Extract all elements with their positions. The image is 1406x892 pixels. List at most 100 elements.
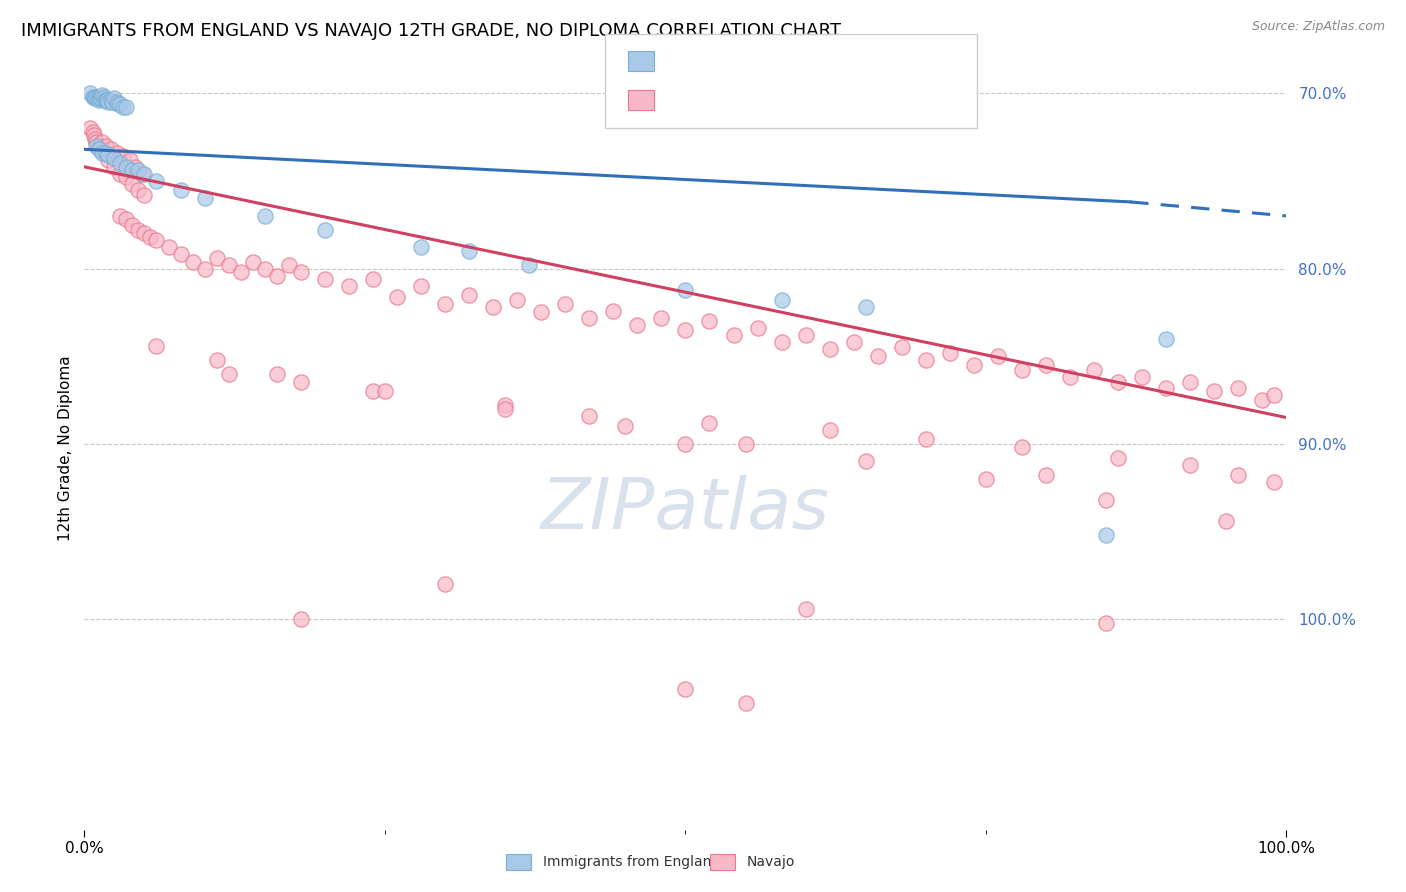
Point bbox=[1263, 388, 1285, 402]
Point bbox=[169, 247, 191, 261]
Point bbox=[939, 345, 962, 359]
Point bbox=[121, 218, 143, 232]
Point bbox=[578, 310, 600, 325]
Point bbox=[111, 149, 134, 163]
Point bbox=[434, 296, 457, 310]
Point bbox=[290, 612, 312, 626]
Point bbox=[115, 170, 138, 185]
Point bbox=[110, 209, 132, 223]
Point bbox=[127, 183, 149, 197]
Point bbox=[131, 167, 153, 181]
Point bbox=[1204, 384, 1226, 399]
Point bbox=[139, 230, 162, 244]
Point bbox=[86, 91, 108, 105]
Point bbox=[506, 293, 529, 307]
Point bbox=[86, 91, 108, 105]
Point bbox=[91, 136, 114, 150]
Point bbox=[458, 288, 481, 302]
Point bbox=[614, 419, 637, 434]
Point bbox=[770, 293, 793, 307]
Point bbox=[1130, 370, 1153, 384]
Point bbox=[1095, 528, 1118, 542]
Point bbox=[866, 349, 889, 363]
Text: -0.109: -0.109 bbox=[700, 53, 754, 70]
Point bbox=[110, 167, 132, 181]
Point bbox=[361, 272, 384, 286]
Point bbox=[94, 93, 117, 107]
Point bbox=[675, 283, 697, 297]
Point bbox=[110, 156, 132, 170]
Point bbox=[578, 409, 600, 423]
Point bbox=[93, 89, 115, 103]
Point bbox=[770, 335, 793, 350]
Point bbox=[97, 153, 120, 167]
Point bbox=[517, 258, 540, 272]
Point bbox=[734, 437, 756, 451]
Point bbox=[205, 251, 228, 265]
Point bbox=[145, 234, 167, 248]
Point bbox=[100, 142, 122, 156]
Point bbox=[890, 340, 912, 354]
Text: ZIPatlas: ZIPatlas bbox=[541, 475, 830, 544]
Point bbox=[699, 416, 721, 430]
Text: 116: 116 bbox=[803, 91, 835, 109]
Point bbox=[194, 191, 217, 205]
Point bbox=[89, 91, 111, 105]
Point bbox=[107, 96, 129, 111]
Point bbox=[242, 254, 264, 268]
Point bbox=[1227, 381, 1250, 395]
Point bbox=[115, 100, 138, 114]
Point bbox=[494, 398, 516, 412]
Point bbox=[121, 178, 143, 192]
Point bbox=[145, 339, 167, 353]
Point bbox=[253, 209, 276, 223]
Point bbox=[121, 163, 143, 178]
Point bbox=[101, 95, 124, 109]
Point bbox=[96, 93, 118, 107]
Point bbox=[86, 136, 108, 150]
Text: 47: 47 bbox=[803, 53, 830, 70]
Point bbox=[115, 212, 138, 227]
Point bbox=[127, 223, 149, 237]
Point bbox=[1180, 376, 1202, 390]
Point bbox=[118, 153, 141, 167]
Point bbox=[266, 268, 288, 283]
Point bbox=[103, 151, 125, 165]
Point bbox=[1011, 441, 1033, 455]
Point bbox=[87, 93, 110, 107]
Point bbox=[409, 279, 432, 293]
Point bbox=[1107, 376, 1129, 390]
Point bbox=[434, 577, 457, 591]
Point bbox=[482, 300, 505, 314]
Point bbox=[675, 437, 697, 451]
Point bbox=[105, 95, 128, 109]
Point bbox=[134, 227, 156, 241]
Point bbox=[181, 254, 204, 268]
Point bbox=[554, 296, 576, 310]
Point bbox=[1083, 363, 1105, 377]
Point bbox=[1251, 392, 1274, 407]
Point bbox=[915, 432, 938, 446]
Point bbox=[111, 100, 134, 114]
Point bbox=[458, 244, 481, 258]
Point bbox=[229, 265, 252, 279]
Text: Source: ZipAtlas.com: Source: ZipAtlas.com bbox=[1251, 20, 1385, 33]
Point bbox=[1215, 514, 1237, 528]
Point bbox=[1156, 381, 1178, 395]
Point bbox=[194, 261, 217, 276]
Point bbox=[409, 240, 432, 254]
Point bbox=[1107, 450, 1129, 465]
Point bbox=[855, 454, 877, 468]
Y-axis label: 12th Grade, No Diploma: 12th Grade, No Diploma bbox=[58, 355, 73, 541]
Point bbox=[86, 138, 108, 153]
Point bbox=[82, 89, 104, 103]
Point bbox=[290, 376, 312, 390]
Point bbox=[103, 160, 125, 174]
Point bbox=[110, 96, 132, 111]
Point bbox=[1095, 492, 1118, 507]
Point bbox=[84, 91, 107, 105]
Point bbox=[82, 125, 104, 139]
Point bbox=[530, 305, 553, 319]
Point bbox=[1035, 358, 1057, 372]
Point bbox=[699, 314, 721, 328]
